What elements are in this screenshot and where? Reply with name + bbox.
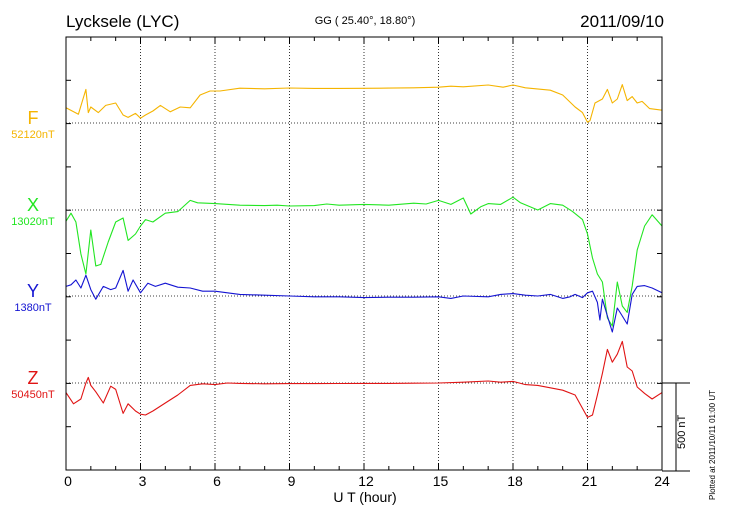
component-label-x: X 13020nT	[0, 195, 66, 229]
component-name-y: Y	[26, 281, 39, 301]
x-tick-label: 6	[213, 473, 221, 489]
series-group	[65, 84, 663, 418]
plot-frame	[65, 36, 663, 471]
scale-label: 500 nT	[676, 414, 688, 450]
date-label: 2011/09/10	[580, 12, 664, 31]
x-axis-label: U T (hour)	[333, 489, 397, 505]
component-baseline-z: 50450nT	[11, 389, 55, 401]
component-label-f: F 52120nT	[0, 108, 66, 142]
grid	[65, 36, 663, 470]
scale-bar	[662, 382, 690, 472]
x-tick-label: 0	[64, 473, 72, 489]
component-label-y: Y 1380nT	[0, 281, 66, 315]
x-tick-label: 3	[138, 473, 147, 489]
x-tick-label: 18	[507, 473, 523, 489]
coordinates: GG ( 25.40°, 18.80°)	[314, 15, 416, 27]
component-baseline-f: 52120nT	[11, 129, 55, 141]
component-name-f: F	[27, 108, 39, 128]
x-tick-label: 12	[358, 473, 374, 489]
x-tick-label: 15	[432, 473, 449, 489]
component-baseline-y: 1380nT	[14, 302, 52, 314]
x-tick-label: 21	[581, 473, 598, 489]
series-line-y	[65, 269, 663, 333]
component-name-x: X	[26, 195, 39, 215]
series-line-x	[65, 196, 663, 327]
component-baseline-x: 13020nT	[11, 216, 55, 228]
series-line-f	[65, 84, 663, 123]
x-tick-label: 9	[287, 473, 296, 489]
component-label-z: Z 50450nT	[0, 368, 66, 402]
plotted-note: Plotted at 2011/10/11 01:00 UT	[708, 389, 717, 500]
component-name-z: Z	[27, 368, 39, 388]
series-line-z	[65, 340, 663, 418]
station-title: Lycksele (LYC)	[66, 12, 180, 31]
x-tick-label: 24	[654, 473, 670, 489]
